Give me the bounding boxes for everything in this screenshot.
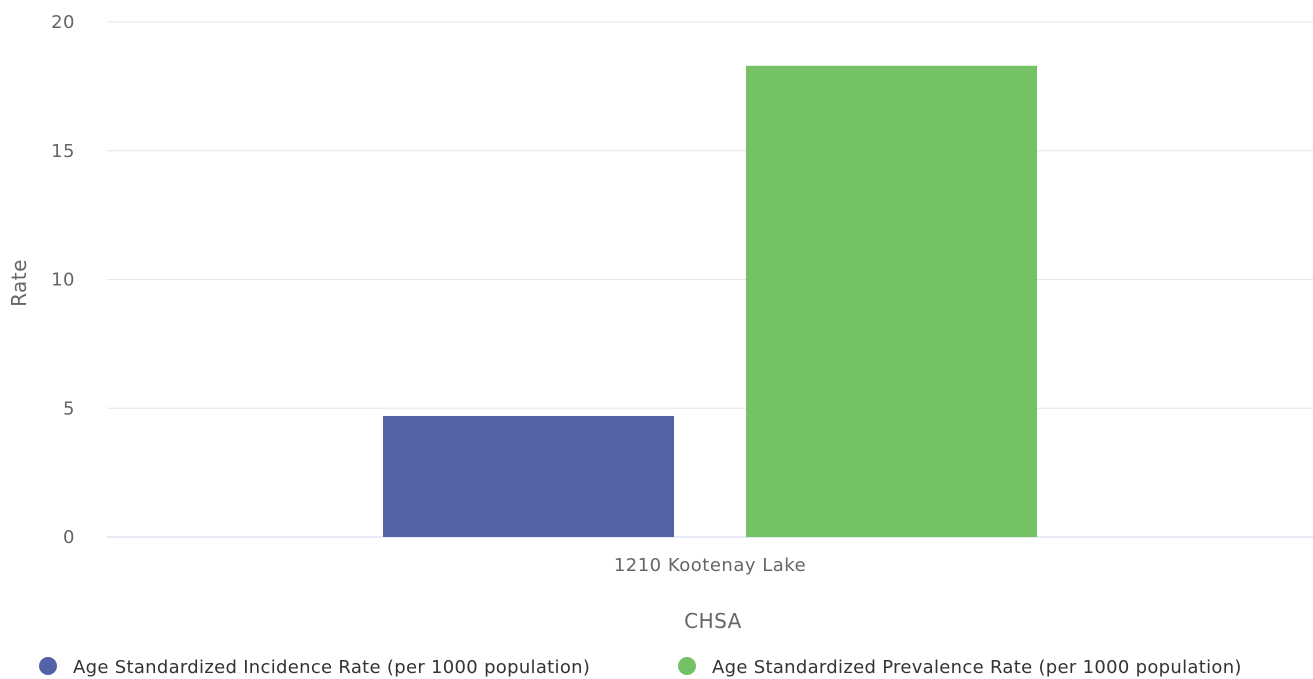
y-tick-label: 0 <box>63 527 75 548</box>
legend-item-incidence-rate[interactable]: Age Standardized Incidence Rate (per 100… <box>39 657 590 678</box>
legend-marker <box>39 657 57 675</box>
gridlines <box>107 21 1313 538</box>
y-axis-title: Rate <box>7 259 31 307</box>
bars <box>383 65 1037 538</box>
bar-prevalence-rate[interactable] <box>746 65 1037 538</box>
bar-incidence-rate[interactable] <box>383 415 674 537</box>
legend-label: Age Standardized Prevalence Rate (per 10… <box>712 657 1242 678</box>
legend: Age Standardized Incidence Rate (per 100… <box>39 657 1242 678</box>
legend-label: Age Standardized Incidence Rate (per 100… <box>73 657 590 678</box>
y-tick-label: 5 <box>63 398 75 419</box>
y-tick-label: 10 <box>51 270 75 291</box>
y-tick-label: 20 <box>51 12 75 33</box>
x-axis-title: CHSA <box>684 609 742 633</box>
x-tick-label: 1210 Kootenay Lake <box>614 555 806 576</box>
x-axis-tick-labels: 1210 Kootenay Lake <box>614 555 806 576</box>
legend-item-prevalence-rate[interactable]: Age Standardized Prevalence Rate (per 10… <box>678 657 1242 678</box>
legend-marker <box>678 657 696 675</box>
y-axis-tick-labels: 0 5 10 15 20 <box>51 12 75 548</box>
y-tick-label: 15 <box>51 141 75 162</box>
